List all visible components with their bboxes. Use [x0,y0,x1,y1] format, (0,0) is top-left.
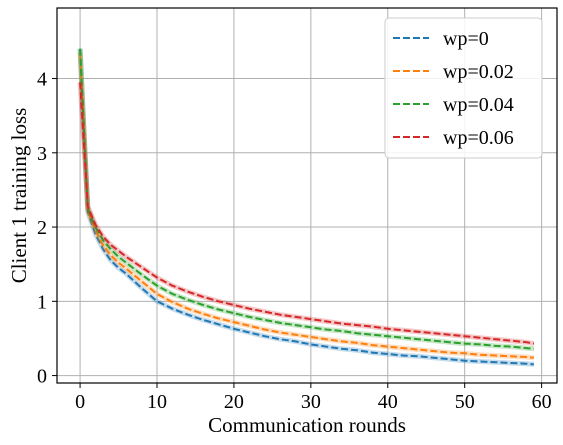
series-line-3 [79,82,535,345]
x-axis-label: Communication rounds [208,413,406,437]
series-line-0 [79,48,534,366]
x-tick-label: 40 [378,391,398,413]
legend: wp=0 wp=0.02 wp=0.04 wp=0.06 [384,17,543,159]
series-line-1 [79,52,535,359]
y-axis-label: Client 1 training loss [7,108,31,284]
y-tick-label: 3 [37,143,47,165]
y-tick-label: 1 [37,291,47,313]
x-tick-label: 50 [455,391,475,413]
x-tick-label: 0 [75,391,85,413]
y-tick-label: 2 [37,217,47,239]
legend-label-0: wp=0 [443,28,489,50]
y-tick-label: 0 [37,366,47,388]
plot-frame [56,7,558,384]
legend-label-1: wp=0.02 [443,61,514,83]
legend-label-2: wp=0.04 [443,94,514,116]
x-tick-label: 60 [532,391,552,413]
x-tick-label: 30 [301,391,321,413]
x-tick-label: 20 [224,391,244,413]
legend-box [384,17,543,159]
x-tick-label: 10 [147,391,167,413]
series-layer [77,48,535,367]
y-tick-label: 4 [37,69,47,91]
series-line-2 [79,48,534,350]
legend-label-3: wp=0.06 [443,127,514,149]
axis-ticks: 0 10 20 30 40 50 60 0 1 2 3 4 [37,69,552,413]
